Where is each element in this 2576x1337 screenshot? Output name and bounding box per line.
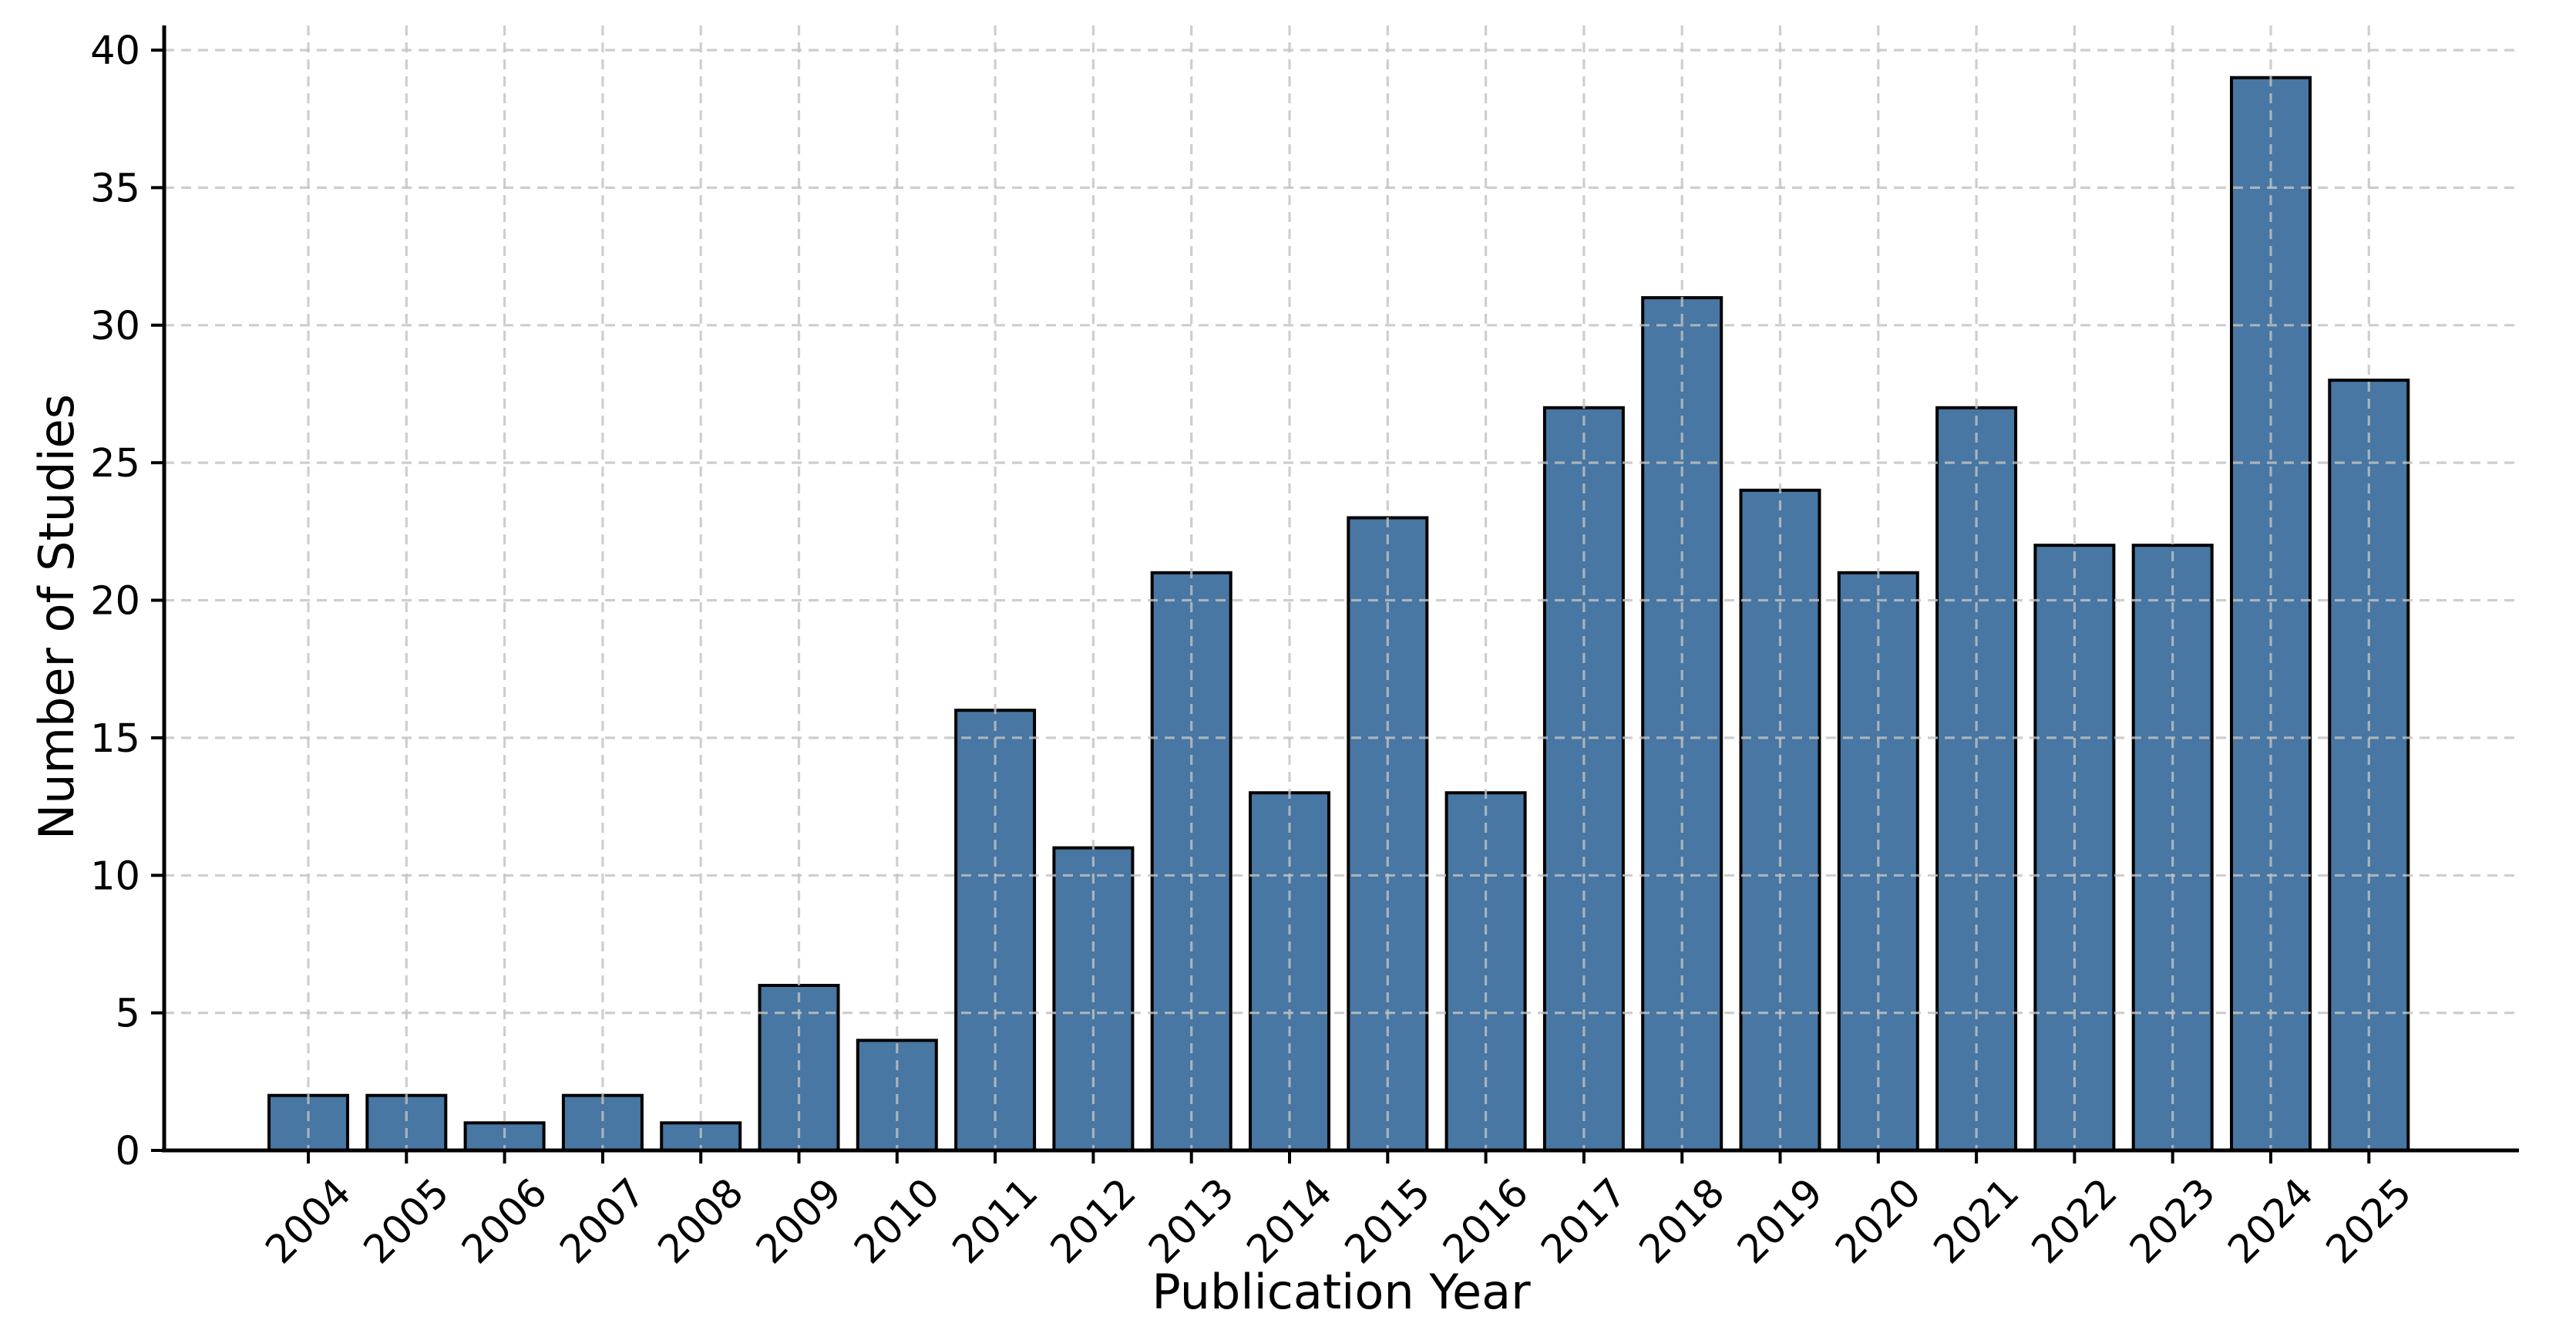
x-tick-label-2005: 2005: [355, 1170, 458, 1272]
x-tick-label-2008: 2008: [650, 1170, 752, 1272]
y-tick-label-35: 35: [90, 166, 140, 211]
x-tick-label-2025: 2025: [2318, 1170, 2420, 1272]
x-tick-label-2019: 2019: [1729, 1170, 1831, 1272]
x-axis-label: Publication Year: [1152, 1264, 1531, 1320]
y-tick-label-5: 5: [116, 992, 140, 1037]
x-tick-label-2023: 2023: [2121, 1170, 2224, 1272]
x-tick-label-2009: 2009: [748, 1170, 850, 1272]
bars-group: [267, 76, 2410, 1153]
x-tick-label-2004: 2004: [257, 1170, 360, 1272]
y-axis-label: Number of Studies: [29, 394, 85, 840]
bar-2024: [2230, 76, 2312, 1153]
x-tick-label-2006: 2006: [453, 1170, 556, 1272]
bar-2016: [1444, 791, 1527, 1152]
bar-2011: [954, 709, 1037, 1152]
ticks-group: [151, 49, 2371, 1164]
x-tick-label-2012: 2012: [1042, 1170, 1145, 1272]
axes-group: [162, 25, 2519, 1153]
y-tick-label-15: 15: [90, 716, 140, 762]
bar-2015: [1347, 516, 1429, 1152]
bar-2014: [1249, 791, 1330, 1152]
x-tick-label-2017: 2017: [1533, 1170, 1636, 1272]
x-tick-label-2013: 2013: [1140, 1170, 1243, 1272]
x-tick-label-2022: 2022: [2023, 1170, 2126, 1272]
x-tick-label-2007: 2007: [552, 1170, 654, 1272]
x-tick-label-2010: 2010: [846, 1170, 948, 1272]
x-tick-label-2021: 2021: [1925, 1170, 2028, 1272]
bar-2007: [561, 1093, 644, 1152]
x-tick-label-2024: 2024: [2220, 1170, 2322, 1272]
y-tick-label-0: 0: [116, 1129, 140, 1174]
y-tick-label-10: 10: [90, 854, 140, 899]
y-tick-label-25: 25: [90, 441, 140, 487]
x-tick-label-2014: 2014: [1239, 1170, 1341, 1272]
gridlines-group: [164, 25, 2519, 1150]
x-tick-label-2020: 2020: [1827, 1170, 1929, 1272]
x-tick-label-2011: 2011: [944, 1170, 1047, 1272]
x-tick-label-2016: 2016: [1434, 1170, 1537, 1272]
y-tick-label-40: 40: [90, 29, 140, 74]
x-tick-label-2015: 2015: [1337, 1170, 1439, 1272]
x-tick-label-2018: 2018: [1631, 1170, 1734, 1272]
y-tick-label-20: 20: [90, 579, 140, 625]
y-tick-label-30: 30: [90, 304, 140, 349]
